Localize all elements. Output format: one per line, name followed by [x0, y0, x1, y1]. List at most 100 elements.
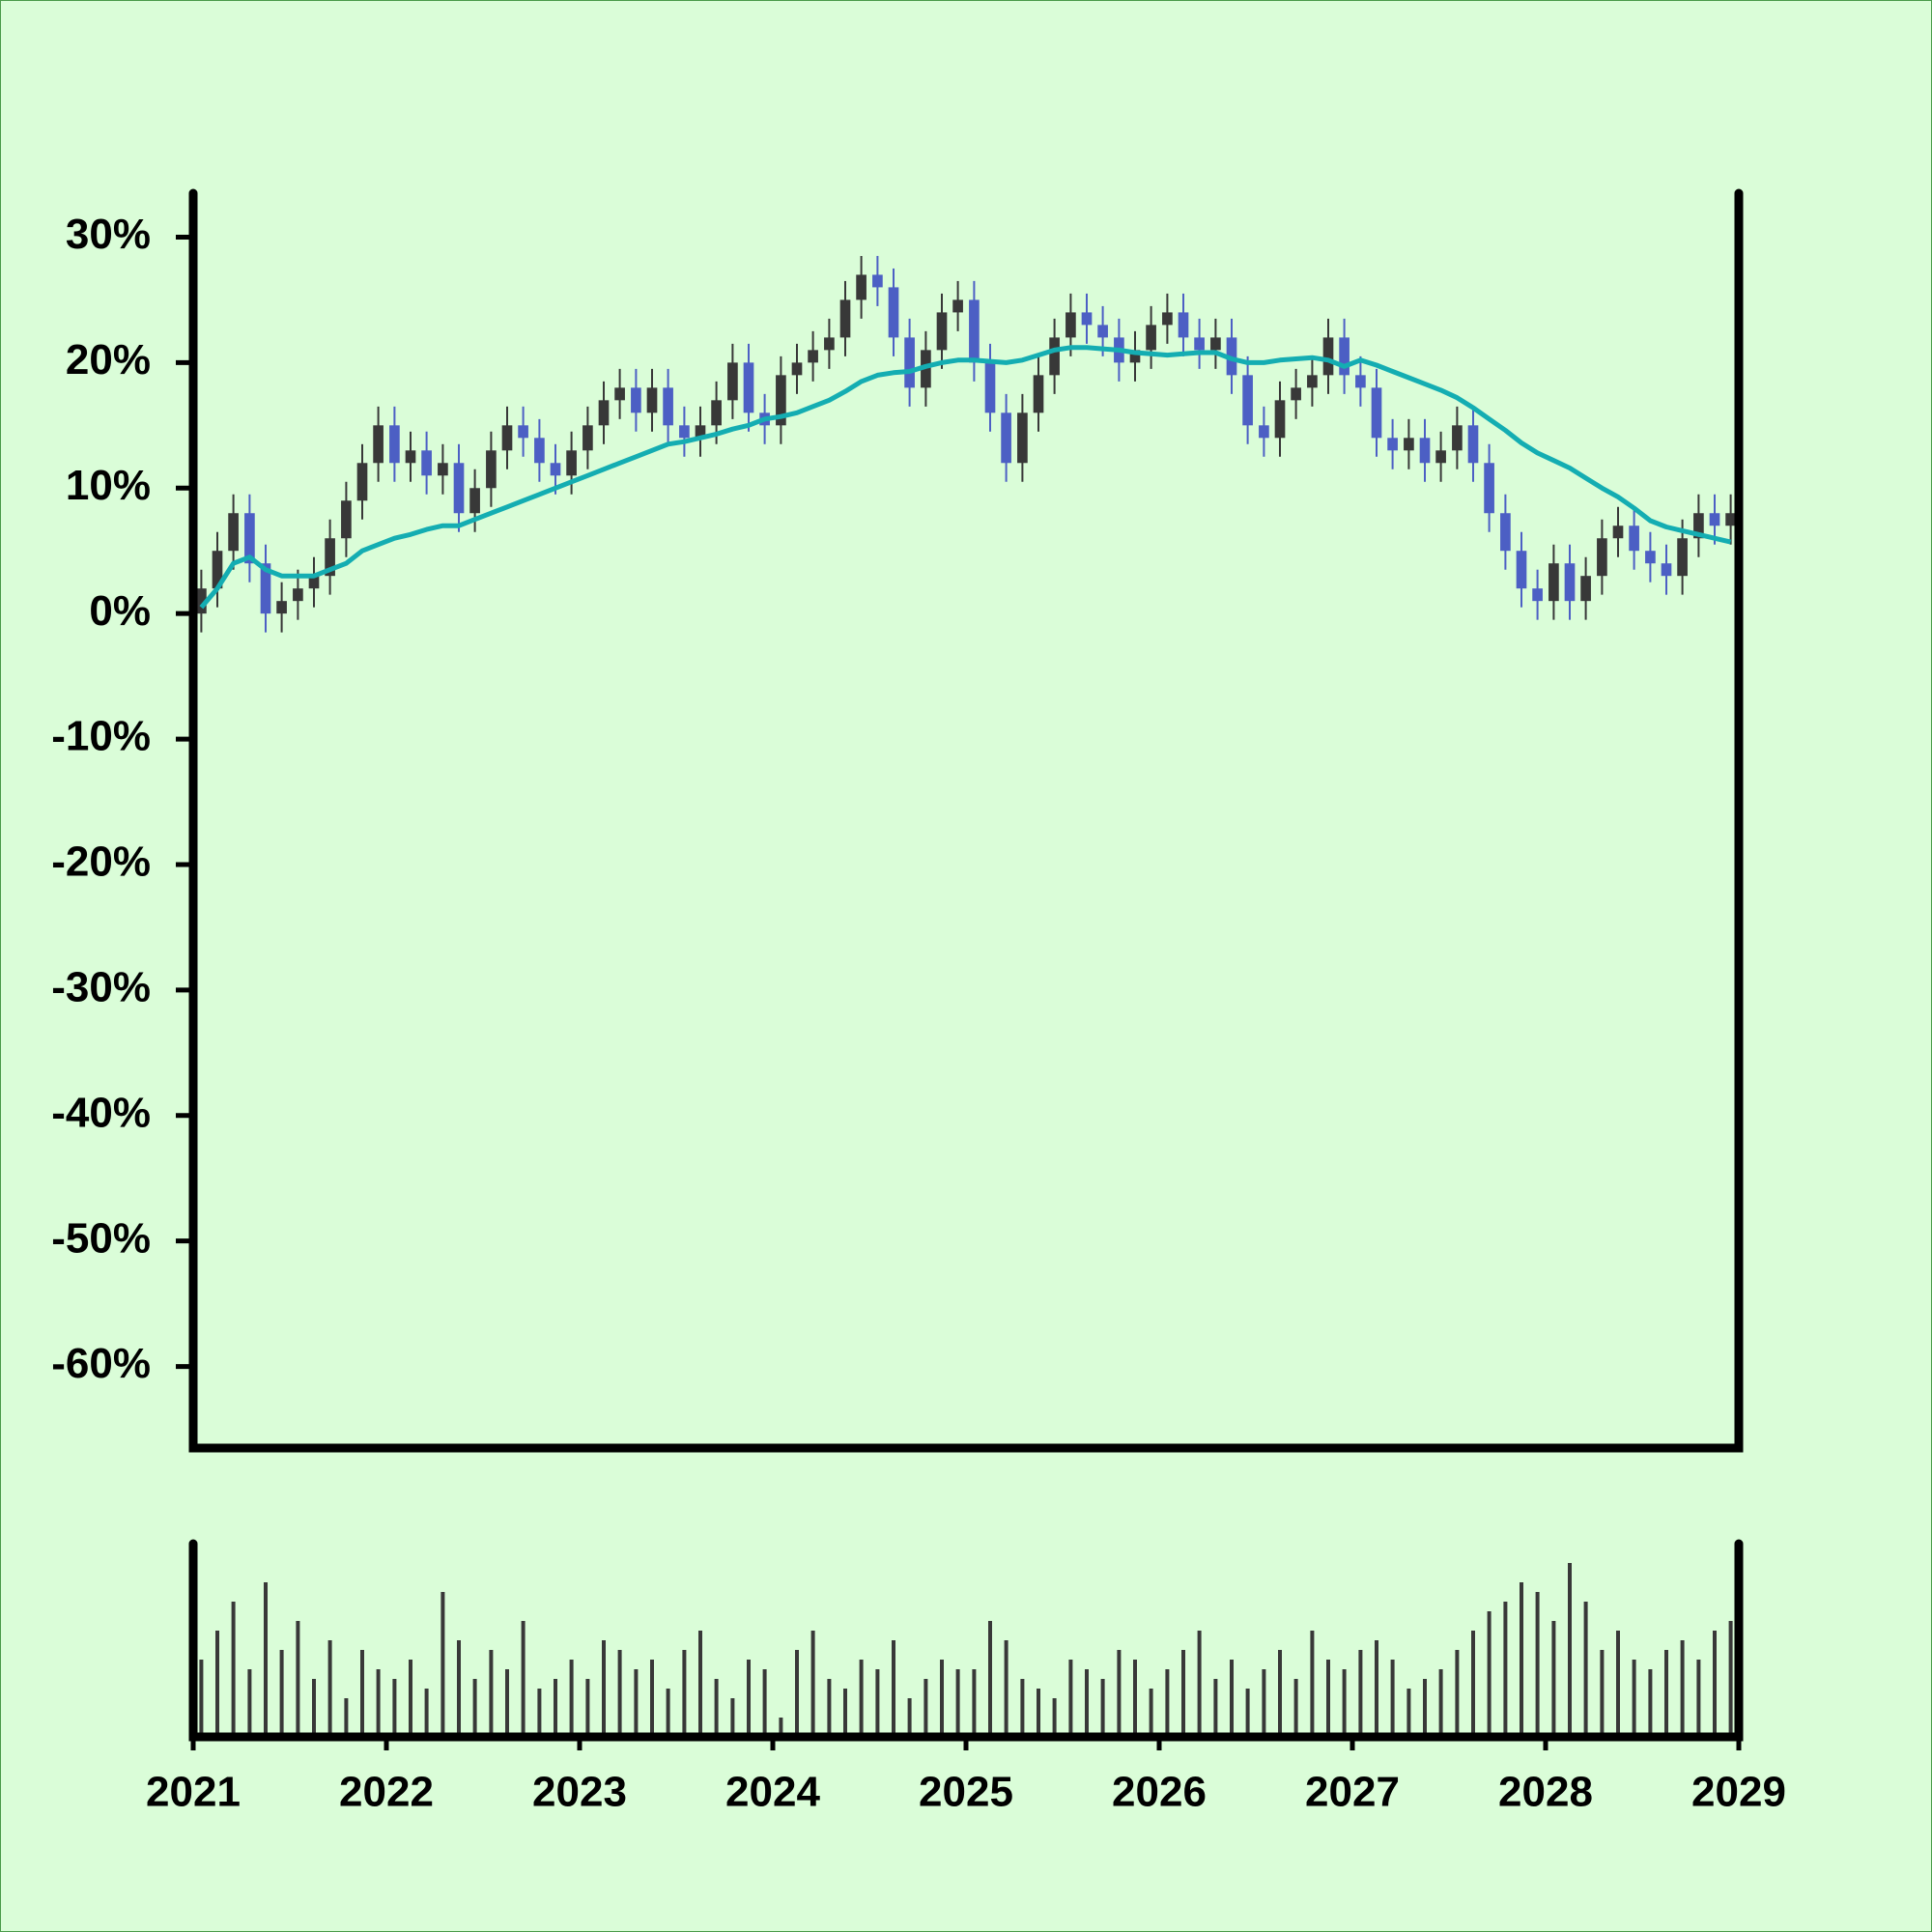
candle-body [727, 362, 738, 401]
candle-body [421, 450, 432, 476]
volume-bar [1020, 1679, 1025, 1737]
y-tick-label: -50% [51, 1214, 151, 1262]
volume-bar [1278, 1650, 1282, 1737]
candle-body [1291, 387, 1301, 401]
volume-bar [1487, 1611, 1492, 1737]
x-tick-label: 2023 [532, 1769, 627, 1816]
volume-bar [1262, 1669, 1266, 1737]
candle-body [260, 563, 271, 614]
x-tick-label: 2025 [919, 1769, 1013, 1816]
price-axes-frame [188, 188, 1744, 1453]
volume-bar [424, 1689, 429, 1737]
candle-body [1404, 438, 1414, 451]
volume-bar [1100, 1679, 1105, 1737]
y-tick-label: -30% [51, 963, 151, 1010]
candle-body [1339, 337, 1350, 376]
candle-body [1259, 425, 1269, 439]
volume-bar [714, 1679, 719, 1737]
volume-bar [762, 1669, 767, 1737]
candle-body [743, 362, 754, 413]
candle-body [598, 400, 610, 426]
candle-body [438, 463, 448, 476]
volume-bar [247, 1669, 252, 1737]
candle-body [1001, 412, 1011, 464]
candle-body [1242, 375, 1253, 426]
volume-bar [296, 1621, 300, 1737]
candle-body [872, 274, 883, 288]
volume-bar [940, 1660, 944, 1737]
volume-bar [1326, 1660, 1330, 1737]
volume-bar [859, 1660, 864, 1737]
volume-bar [1568, 1563, 1572, 1737]
candle-body [824, 337, 835, 351]
volume-bar [1213, 1679, 1218, 1737]
volume-bar [1037, 1689, 1040, 1737]
volume-bar [1230, 1660, 1234, 1737]
candle-body [1532, 588, 1543, 602]
candle-body [1210, 337, 1221, 351]
x-tick-label: 2029 [1691, 1769, 1786, 1816]
volume-bar [747, 1660, 751, 1737]
volume-bar [312, 1679, 316, 1737]
volume-bar [1117, 1650, 1122, 1737]
candle-body [1597, 538, 1607, 577]
y-tick-label: -60% [51, 1340, 151, 1387]
volume-bar [440, 1592, 445, 1737]
candle-body [984, 362, 996, 413]
volume-bar [1632, 1660, 1636, 1737]
candle-body [1097, 325, 1108, 338]
volume-bar [1520, 1582, 1523, 1737]
candle-body [856, 274, 867, 300]
volume-bar [521, 1621, 526, 1737]
candle-body [325, 538, 335, 577]
candle-body [244, 513, 255, 564]
volume-bar [376, 1669, 381, 1737]
candle-body [1564, 563, 1576, 602]
volume-bar [1600, 1650, 1605, 1737]
volume-bar [537, 1689, 542, 1737]
candle-body [1452, 425, 1463, 451]
volume-bar [955, 1669, 960, 1737]
candle-body [341, 500, 352, 539]
candle-body [1709, 513, 1720, 526]
volume-bar [730, 1698, 735, 1737]
volume-bar [215, 1631, 219, 1737]
candle-body [1033, 375, 1044, 413]
candle-body [1387, 438, 1398, 451]
x-tick-label: 2028 [1498, 1769, 1593, 1816]
x-tick-label: 2022 [339, 1769, 434, 1816]
volume-bar [472, 1679, 477, 1737]
volume-bar [1085, 1669, 1089, 1737]
volume-bar [1149, 1689, 1153, 1737]
candle-body [1355, 375, 1366, 388]
volume-bar [360, 1650, 364, 1737]
candle-body [1580, 576, 1591, 602]
volume-bar [1664, 1650, 1668, 1737]
candle-body [614, 387, 625, 401]
volume-bar [231, 1602, 236, 1737]
volume-bar [1004, 1640, 1009, 1737]
candle-body [501, 425, 513, 451]
y-tick-label: 20% [66, 336, 151, 384]
volume-bar [1616, 1631, 1620, 1737]
candle-body [1146, 325, 1156, 351]
candle-body [1274, 400, 1286, 439]
candle-body [518, 425, 528, 439]
candle-body [808, 350, 818, 363]
candle-body [486, 450, 497, 489]
volume-bar [602, 1640, 606, 1737]
volume-bar [489, 1650, 494, 1737]
volume-bar [199, 1660, 204, 1737]
candle-body [646, 387, 658, 413]
y-tick-label: 10% [66, 462, 151, 509]
candle-body [582, 425, 593, 451]
volume-bar [1551, 1621, 1556, 1737]
candle-body [904, 337, 915, 388]
candle-body [356, 463, 368, 501]
volume-bar [264, 1582, 268, 1737]
volume-bar [457, 1640, 461, 1737]
volume-bar [1728, 1621, 1733, 1737]
candle-body [952, 299, 963, 313]
